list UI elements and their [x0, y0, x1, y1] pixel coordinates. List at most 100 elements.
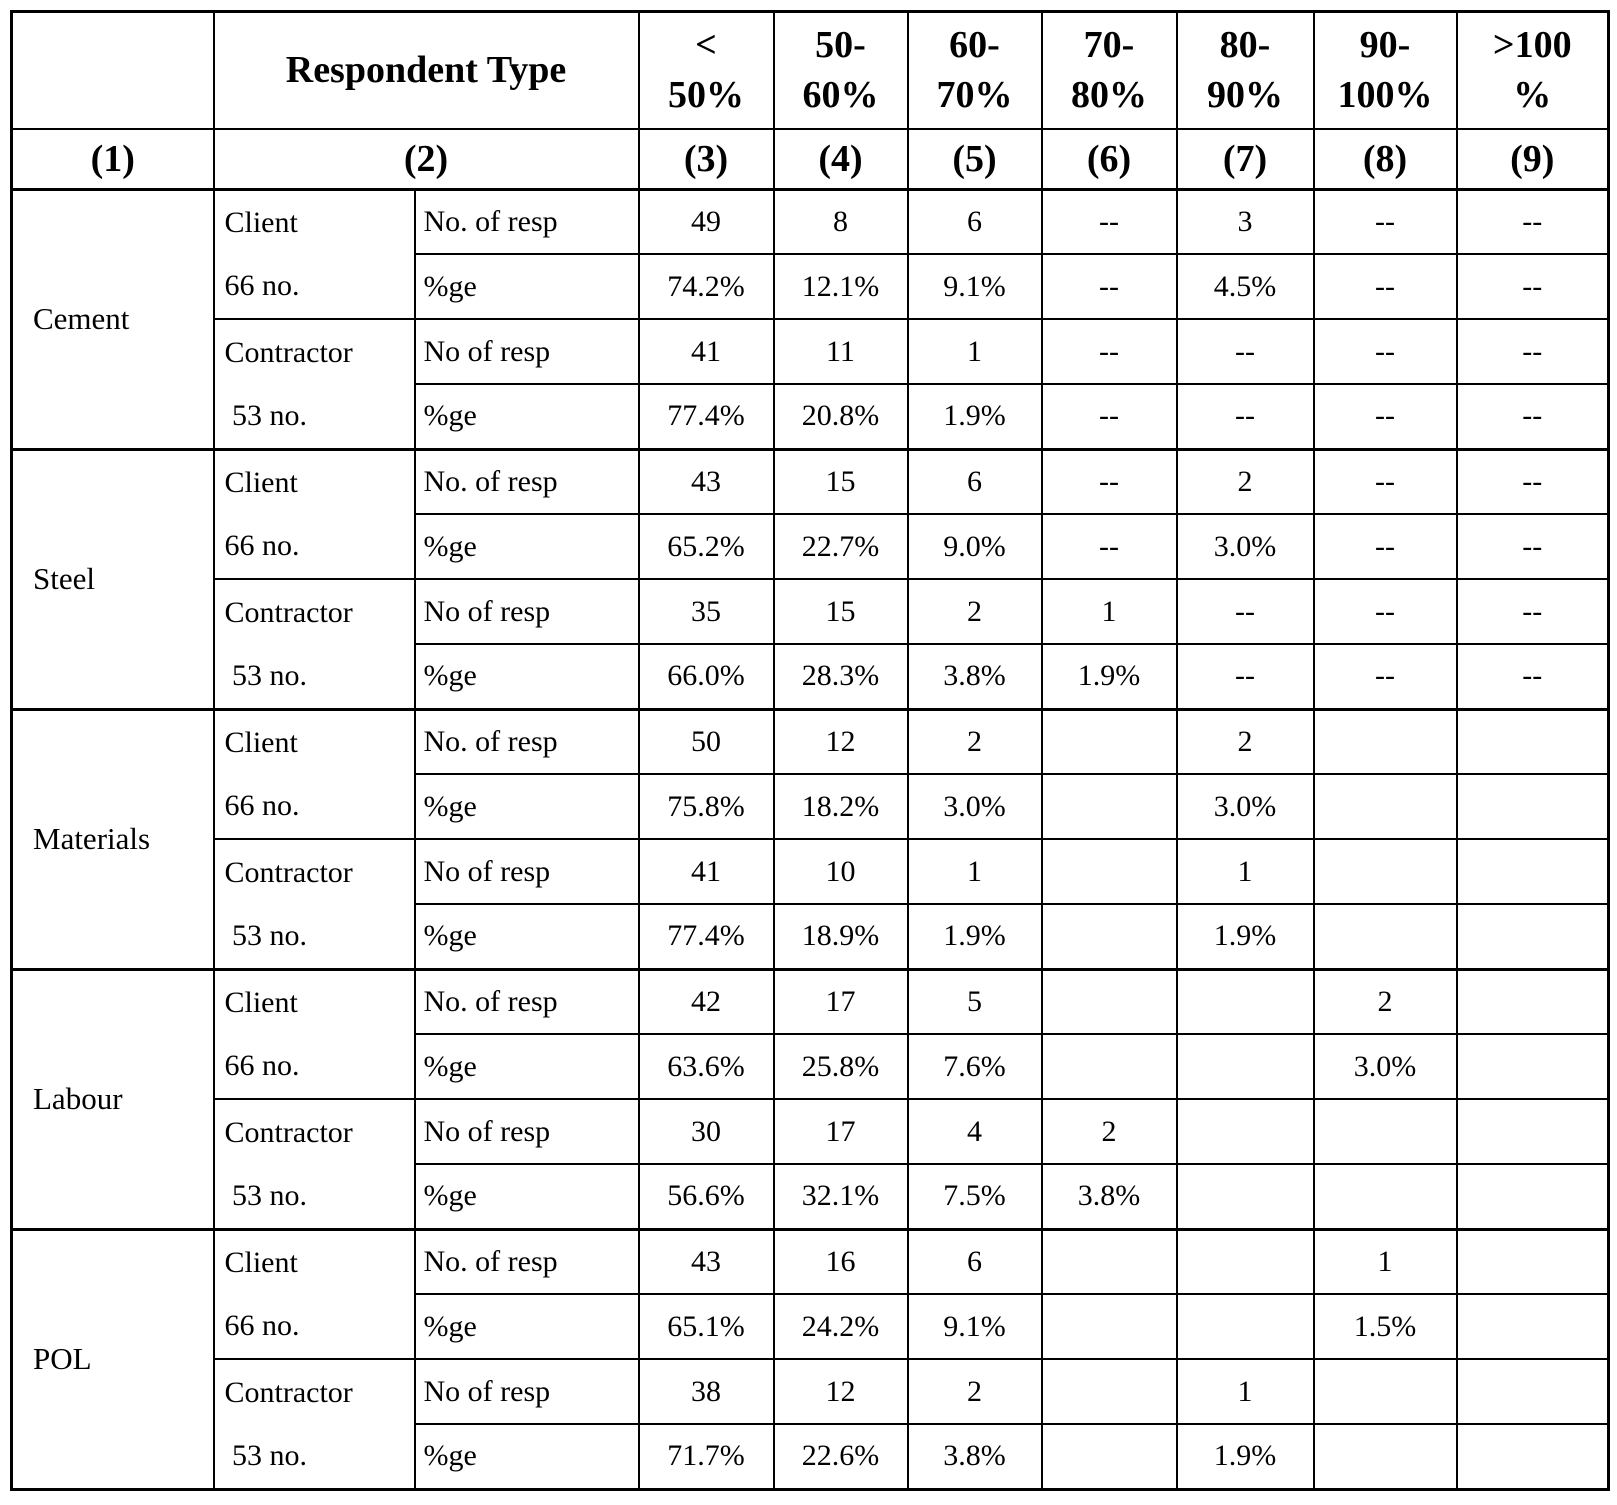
respondent-line: 66 no. — [224, 269, 300, 303]
value-cell: 4 — [906, 1098, 1043, 1165]
value-cell: 38 — [637, 1358, 775, 1425]
value-cell: 6 — [906, 187, 1043, 255]
value-cell: 71.7% — [637, 1423, 775, 1490]
row-label: %ge — [413, 773, 640, 840]
respondent-cell: Client 66 no. — [212, 1227, 416, 1360]
column-number-0: (1) — [10, 127, 215, 191]
data-row: %ge 66.0% 28.3% 3.8% 1.9% -- -- -- — [12, 643, 1610, 710]
row-label: %ge — [413, 903, 640, 970]
value-cell: 22.7% — [772, 513, 909, 580]
header-range-5: 90- 100% — [1312, 10, 1458, 130]
row-label: %ge — [413, 513, 640, 580]
value-cell — [1040, 707, 1178, 775]
header-range-4: 80- 90% — [1175, 10, 1315, 130]
value-cell: 35 — [637, 578, 775, 645]
value-cell: 74.2% — [637, 253, 775, 320]
value-cell: 77.4% — [637, 383, 775, 450]
value-cell — [1312, 1098, 1458, 1165]
data-row: Materials Client 66 no. No. of resp 50 12 2 2 — [10, 707, 1610, 970]
respondent-cell: Client 66 no. — [212, 707, 416, 840]
value-cell — [1312, 1358, 1458, 1425]
respondent-line: Contractor — [224, 335, 353, 369]
row-label: %ge — [413, 1423, 640, 1490]
value-cell: 6 — [906, 447, 1043, 515]
value-cell — [1040, 1033, 1178, 1100]
respondent-line: Contractor — [224, 855, 353, 889]
row-label: No of resp — [413, 578, 640, 645]
value-cell: 41 — [637, 318, 775, 385]
column-number-3: (4) — [772, 127, 909, 191]
value-cell — [1312, 838, 1458, 905]
value-cell — [1312, 773, 1458, 840]
value-cell: 41 — [637, 838, 775, 905]
value-cell — [1040, 773, 1178, 840]
value-cell: -- — [1175, 318, 1315, 385]
value-cell: 2 — [1040, 1098, 1178, 1165]
row-label: No of resp — [413, 1098, 640, 1165]
value-cell: 16 — [772, 1227, 909, 1295]
value-cell: -- — [1312, 447, 1458, 515]
value-cell: 2 — [1175, 707, 1315, 775]
value-cell: 2 — [1312, 967, 1458, 1035]
value-cell — [1175, 1033, 1315, 1100]
value-cell: 17 — [772, 967, 909, 1035]
value-cell: -- — [1175, 383, 1315, 450]
value-cell — [1175, 967, 1315, 1035]
data-row: Contractor 53 no. No of resp 35 15 2 1 -- -- -- — [12, 578, 1610, 710]
header-range-3: 70- 80% — [1040, 10, 1178, 130]
value-cell: 2 — [906, 707, 1043, 775]
respondent-cell: Client 66 no. — [212, 967, 416, 1100]
value-cell: 15 — [772, 447, 909, 515]
value-cell: -- — [1455, 187, 1610, 255]
value-cell: 3.0% — [1175, 773, 1315, 840]
value-cell: 24.2% — [772, 1293, 909, 1360]
respondent-line: 66 no. — [224, 1049, 300, 1083]
value-cell: 9.0% — [906, 513, 1043, 580]
value-cell: 6 — [906, 1227, 1043, 1295]
respondent-cell: Client 66 no. — [212, 447, 416, 580]
respondent-line: Contractor — [224, 595, 353, 629]
value-cell: -- — [1312, 187, 1458, 255]
value-cell — [1312, 1163, 1458, 1230]
value-cell — [1455, 773, 1610, 840]
data-row: %ge 65.1% 24.2% 9.1% 1.5% — [12, 1293, 1610, 1360]
value-cell: 1 — [1175, 1358, 1315, 1425]
header-respondent-type: Respondent Type — [212, 10, 640, 130]
value-cell: 42 — [637, 967, 775, 1035]
value-cell: 1.5% — [1312, 1293, 1458, 1360]
value-cell — [1040, 967, 1178, 1035]
value-cell: 1 — [1175, 838, 1315, 905]
value-cell: 10 — [772, 838, 909, 905]
value-cell — [1455, 1098, 1610, 1165]
value-cell: -- — [1455, 578, 1610, 645]
row-label: No of resp — [413, 1358, 640, 1425]
respondent-line: Client — [224, 1246, 298, 1280]
respondent-line: 53 no. — [224, 918, 307, 952]
table-header: Respondent Type < 50% 50- 60% 60- 70% 70- 80… — [10, 10, 1610, 191]
value-cell: 9.1% — [906, 253, 1043, 320]
value-cell — [1455, 1423, 1610, 1490]
value-cell — [1455, 967, 1610, 1035]
data-row: %ge 63.6% 25.8% 7.6% 3.0% — [12, 1033, 1610, 1100]
data-row: Steel Client 66 no. No. of resp 43 15 6 -- 2 -- -- — [10, 447, 1610, 710]
value-cell: 32.1% — [772, 1163, 909, 1230]
value-cell — [1312, 1423, 1458, 1490]
value-cell: 20.8% — [772, 383, 909, 450]
data-row: POL Client 66 no. No. of resp 43 16 6 1 — [10, 1227, 1610, 1490]
value-cell: 77.4% — [637, 903, 775, 970]
header-range-2: 60- 70% — [906, 10, 1043, 130]
category-cell-pol: POL — [10, 1227, 215, 1490]
respondent-line: 66 no. — [224, 529, 300, 563]
value-cell: -- — [1455, 318, 1610, 385]
value-cell: 3 — [1175, 187, 1315, 255]
value-cell: -- — [1175, 578, 1315, 645]
column-number-2: (3) — [637, 127, 775, 191]
data-row: %ge 77.4% 20.8% 1.9% -- -- -- -- — [12, 383, 1610, 450]
value-cell — [1040, 1293, 1178, 1360]
value-cell: 8 — [772, 187, 909, 255]
value-cell: -- — [1312, 383, 1458, 450]
value-cell: 7.5% — [906, 1163, 1043, 1230]
row-label: No. of resp — [413, 447, 640, 515]
value-cell: 66.0% — [637, 643, 775, 710]
